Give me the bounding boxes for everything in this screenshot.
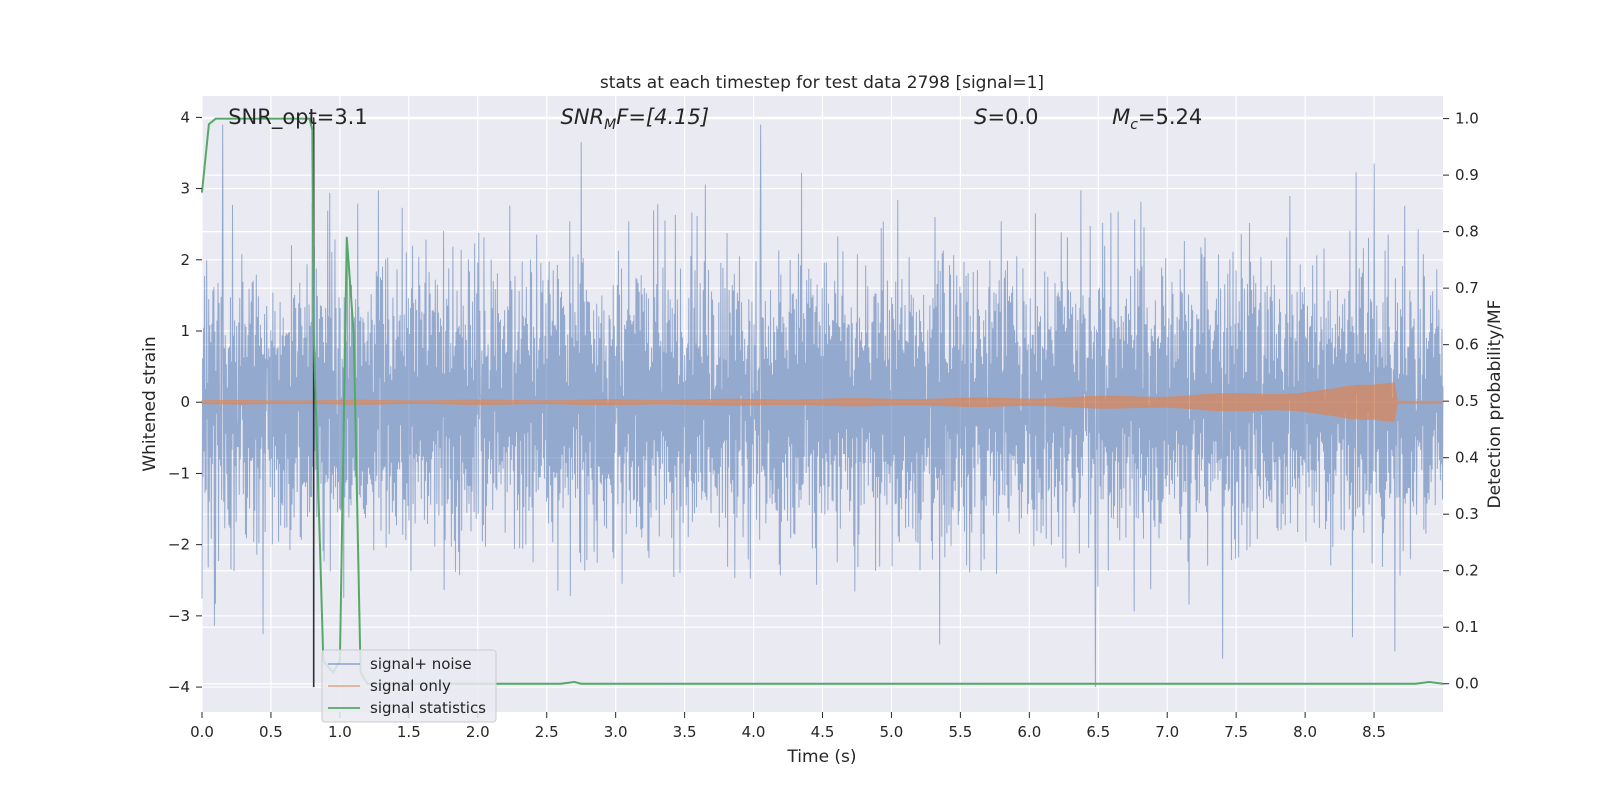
x-tick-label-7: 3.5 — [673, 723, 697, 741]
legend-label-noise: signal+ noise — [370, 655, 472, 673]
x-tick-label-5: 2.5 — [535, 723, 559, 741]
annotation-0: SNR_opt=3.1 — [228, 105, 368, 130]
y-right-tick-label-7: 0.3 — [1455, 505, 1479, 523]
signal-statistics-point-15 — [573, 681, 576, 683]
y-axis-right-label: Detection probability/MF — [1485, 300, 1505, 509]
signal-statistics-point-4 — [308, 117, 311, 120]
legend: signal+ noise signal only signal statist… — [321, 649, 497, 723]
signal-statistics-point-10 — [345, 236, 348, 239]
signal-statistics-point-6 — [312, 332, 315, 335]
y-right-tick-label-2: 0.8 — [1455, 223, 1479, 241]
x-tick-label-4: 2.0 — [466, 723, 490, 741]
y-right-tick-label-3: 0.7 — [1455, 279, 1479, 297]
signal-statistics-point-5 — [311, 129, 314, 131]
legend-label-signal: signal only — [370, 677, 451, 695]
y-right-tick-label-9: 0.1 — [1455, 618, 1479, 636]
annotation-2: S=0.0 — [974, 105, 1038, 129]
y-right-tick-label-8: 0.2 — [1455, 562, 1479, 580]
y-axis-left-ticks: 4 3 2 1 0 −1 −2 −3 −4 — [168, 108, 202, 696]
signal-only-line — [201, 382, 1444, 423]
y-left-tick-label-8: −4 — [168, 678, 190, 696]
y-right-tick-label-0: 1.0 — [1455, 110, 1479, 128]
signal-statistics-point-18 — [1428, 681, 1431, 683]
legend-label-stats: signal statistics — [370, 699, 486, 717]
x-axis-ticks: 0.0 0.5 1.0 1.5 2.0 2.5 3.0 3.5 4.0 4.5 5.0 5.5 6.0 6… — [190, 712, 1386, 741]
y-left-tick-label-3: 1 — [180, 322, 190, 340]
y-left-tick-label-1: 3 — [180, 180, 190, 198]
y-right-tick-label-10: 0.0 — [1455, 675, 1479, 693]
annotation-1: SNRMF=[4.15] — [561, 105, 710, 133]
legend-box — [321, 649, 497, 723]
y-left-tick-label-6: −2 — [168, 536, 190, 554]
y-right-tick-label-1: 0.9 — [1455, 166, 1479, 184]
signal-statistics-point-2 — [214, 117, 217, 120]
y-left-tick-label-5: −1 — [168, 464, 190, 482]
y-left-tick-label-2: 2 — [180, 251, 190, 269]
x-tick-label-2: 1.0 — [328, 723, 352, 741]
x-tick-label-16: 8.0 — [1293, 723, 1317, 741]
y-right-tick-label-5: 0.5 — [1455, 392, 1479, 410]
y-left-tick-label-0: 4 — [180, 108, 190, 126]
signal-statistics-point-14 — [559, 682, 562, 685]
signal-statistics-point-1 — [208, 123, 210, 126]
annotations: SNR_opt=3.1 SNRMF=[4.15] S=0.0 Mc=5.24 — [228, 105, 1202, 133]
x-tick-label-8: 4.0 — [742, 723, 766, 741]
signal-only-series — [201, 382, 1444, 423]
signal-noise-line — [201, 124, 1444, 688]
x-tick-label-0: 0.0 — [190, 723, 214, 741]
signal-statistics-point-16 — [580, 682, 582, 685]
signal-statistics-point-17 — [1414, 682, 1417, 685]
x-tick-label-10: 5.0 — [880, 723, 904, 741]
y-left-tick-label-4: 0 — [180, 393, 190, 411]
signal-statistics-point-11 — [352, 332, 355, 335]
x-tick-label-15: 7.5 — [1224, 723, 1248, 741]
y-right-tick-label-6: 0.4 — [1455, 449, 1479, 467]
x-tick-label-13: 6.5 — [1086, 723, 1110, 741]
signal-statistics-line — [201, 117, 1444, 685]
x-tick-label-1: 0.5 — [259, 723, 283, 741]
x-tick-label-14: 7.0 — [1155, 723, 1179, 741]
x-tick-label-3: 1.5 — [397, 723, 421, 741]
x-tick-label-9: 4.5 — [811, 723, 835, 741]
y-axis-right-ticks: 1.0 0.9 0.8 0.7 0.6 0.5 0.4 0.3 0.2 0.1 0.0 — [1443, 110, 1479, 693]
x-tick-label-17: 8.5 — [1362, 723, 1386, 741]
x-tick-label-11: 5.5 — [948, 723, 972, 741]
x-tick-label-12: 6.0 — [1017, 723, 1041, 741]
y-left-tick-label-7: −3 — [168, 607, 190, 625]
y-axis-left-label: Whitened strain — [140, 336, 160, 471]
signal-statistics-point-3 — [270, 117, 272, 120]
y-right-tick-label-4: 0.6 — [1455, 336, 1479, 354]
chart-title: stats at each timestep for test data 279… — [600, 73, 1044, 93]
annotation-3: Mc=5.24 — [1112, 105, 1202, 133]
x-tick-label-6: 3.0 — [604, 723, 628, 741]
signal-noise-series — [201, 124, 1444, 688]
x-axis-label: Time (s) — [786, 747, 856, 767]
signal-statistics-point-0 — [201, 191, 203, 193]
